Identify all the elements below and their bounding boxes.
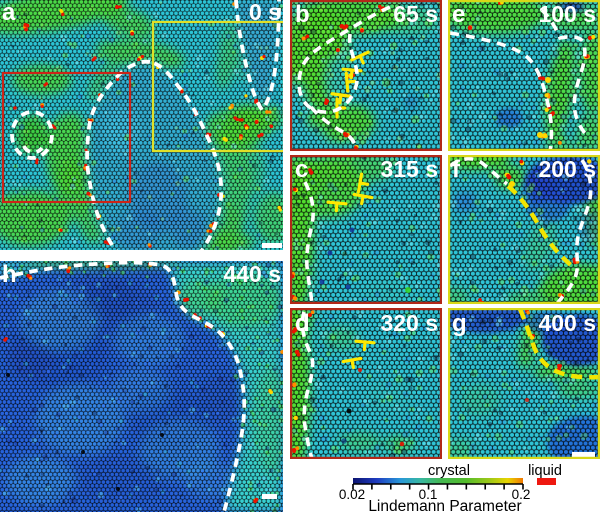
svg-text:liquid: liquid [528,463,562,479]
svg-text:crystal: crystal [428,463,470,479]
svg-text:0.02: 0.02 [339,487,365,502]
svg-text:c: c [295,156,308,183]
svg-text:g: g [452,310,467,337]
svg-text:Lindemann Parameter: Lindemann Parameter [368,498,521,512]
svg-text:d: d [295,310,310,337]
svg-text:0.2: 0.2 [512,487,531,502]
svg-text:a: a [2,0,16,26]
svg-text:0.1: 0.1 [419,487,438,502]
svg-text:f: f [452,156,461,183]
svg-text:320 s: 320 s [380,310,438,336]
svg-text:315 s: 315 s [380,156,438,182]
svg-text:b: b [295,1,310,28]
svg-text:100 s: 100 s [538,1,596,27]
svg-text:h: h [2,261,17,288]
svg-text:0 s: 0 s [249,0,281,25]
svg-text:65 s: 65 s [393,1,438,27]
svg-text:440 s: 440 s [223,261,281,287]
svg-text:200 s: 200 s [538,156,596,182]
svg-text:e: e [452,1,465,28]
svg-text:400 s: 400 s [538,310,596,336]
